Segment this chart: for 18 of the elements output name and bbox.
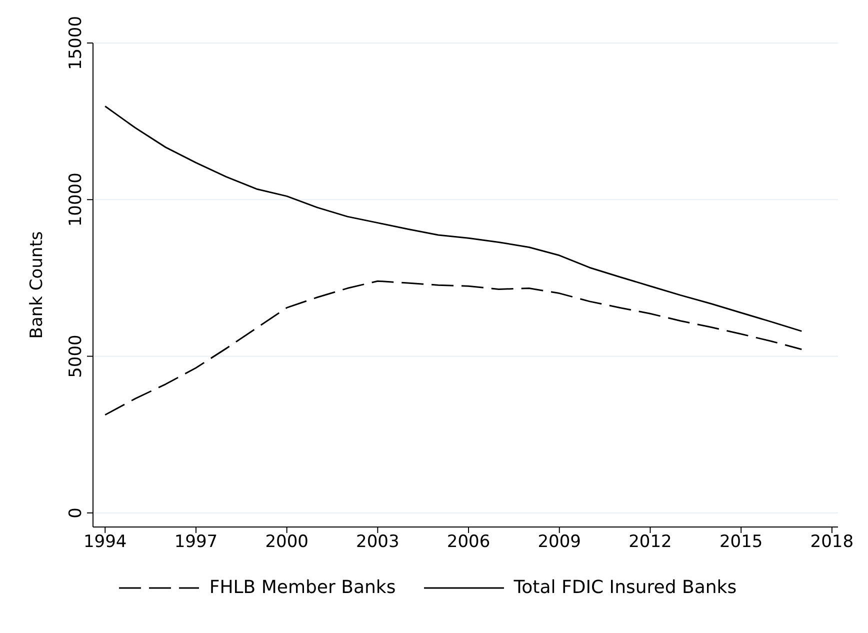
x-tick-label: 2018 [810,532,854,552]
x-tick-label: 2015 [719,532,763,552]
x-tick-label: 1994 [83,532,127,552]
y-tick-label: 5000 [66,334,86,378]
x-tick-label: 2000 [265,532,308,552]
x-tick-label: 2003 [356,532,400,552]
x-tick-label: 2006 [446,532,490,552]
line-series [104,280,802,416]
x-tick-label: 2012 [628,532,672,552]
y-tick-label: 0 [66,507,86,518]
legend-label: FHLB Member Banks [208,577,396,598]
y-tick-label: 15000 [66,16,86,70]
y-axis-title: Bank Counts [27,231,48,339]
x-tick-label: 1997 [174,532,218,552]
x-tick-label: 2009 [538,532,582,552]
y-tick-label: 10000 [66,172,86,227]
legend-label: Total FDIC Insured Banks [512,577,737,598]
line-series [104,106,802,332]
